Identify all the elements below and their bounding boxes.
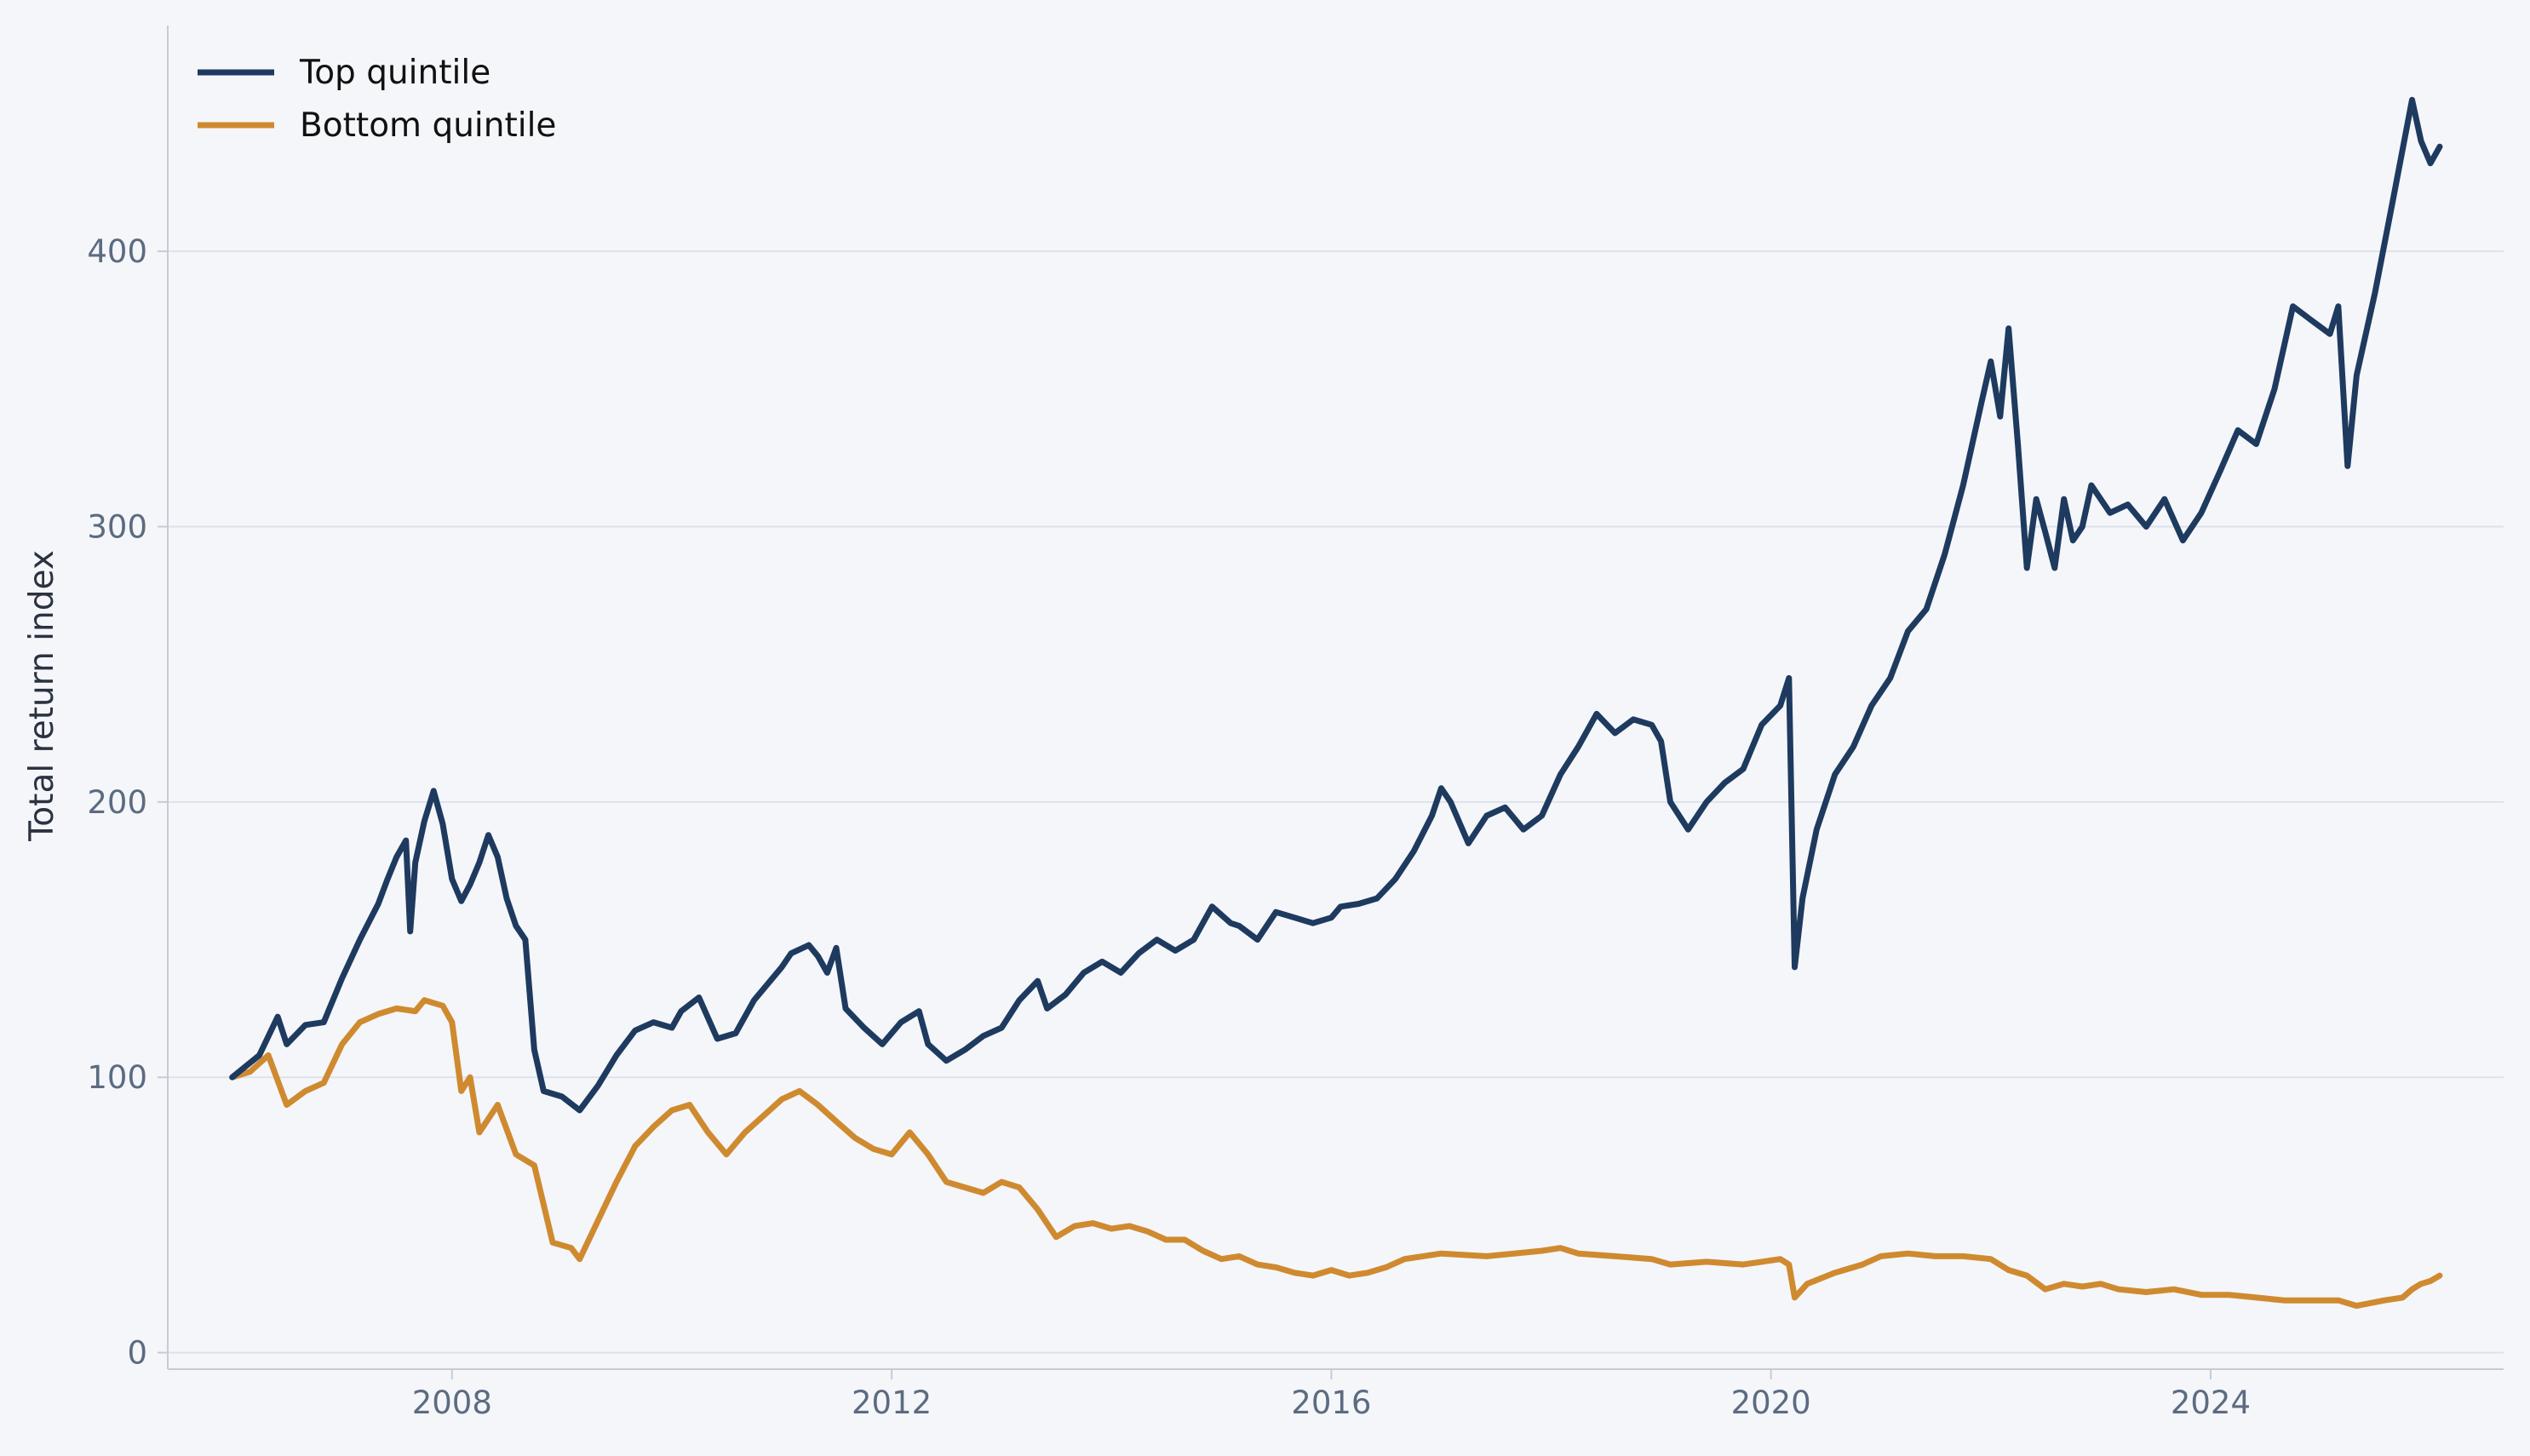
y-tick-label: 300: [87, 509, 147, 546]
x-tick-label: 2020: [1731, 1384, 1811, 1421]
x-tick-label: 2012: [852, 1384, 932, 1421]
y-tick-label: 200: [87, 784, 147, 821]
legend: Top quintile Bottom quintile: [198, 54, 556, 145]
legend-label: Top quintile: [299, 54, 491, 92]
gridlines: [158, 250, 2504, 1379]
series-lines: [229, 96, 2443, 1310]
tick-labels: 0 100 200 300 400 2008 2012 2016 2020 2024: [87, 233, 2251, 1421]
y-tick-label: 100: [87, 1059, 147, 1096]
series-line-top-quintile: [229, 96, 2443, 1114]
y-tick-label: 0: [127, 1335, 147, 1372]
y-tick-label: 400: [87, 233, 147, 270]
x-tick-label: 2008: [412, 1384, 492, 1421]
y-axis-label: Total return index: [23, 550, 61, 842]
series-line-bottom-quintile: [229, 997, 2443, 1310]
axes: [167, 26, 2504, 1370]
legend-label: Bottom quintile: [300, 106, 556, 145]
x-tick-label: 2024: [2171, 1384, 2251, 1421]
x-tick-label: 2016: [1291, 1384, 1371, 1421]
